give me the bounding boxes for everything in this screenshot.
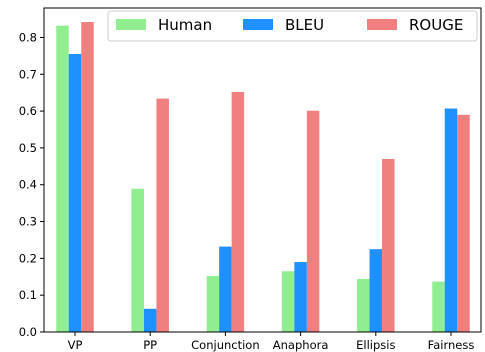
bar-human-vp	[56, 25, 69, 332]
bar-bleu-pp	[143, 308, 157, 332]
bar-human-pp	[131, 188, 144, 332]
x-tick-label: Anaphora	[273, 338, 329, 352]
x-axis: VP PP Conjunction Anaphora Ellipsis Fairness	[68, 332, 475, 352]
y-tick-label: 0.4	[19, 178, 37, 192]
legend-label-rouge: ROUGE	[409, 16, 463, 34]
y-tick-label: 0.1	[19, 288, 37, 302]
bars-group	[56, 21, 470, 333]
y-tick-label: 0.5	[19, 141, 37, 155]
bar-rouge-fairness	[457, 114, 470, 332]
bar-human-ellipsis	[357, 278, 370, 332]
bar-bleu-vp	[68, 54, 82, 332]
x-tick-label: PP	[143, 338, 157, 352]
legend-swatch-rouge	[367, 19, 397, 30]
bar-human-fairness	[432, 281, 445, 332]
bar-human-conjunction	[206, 276, 220, 332]
legend-box	[107, 10, 478, 42]
x-tick-label: Ellipsis	[356, 338, 395, 352]
x-tick-label: Fairness	[428, 338, 475, 352]
bar-human-anaphora	[281, 271, 295, 332]
x-tick-label: VP	[68, 338, 83, 352]
y-tick-label: 0.7	[19, 67, 37, 81]
y-tick-label: 0.2	[19, 251, 37, 265]
bar-bleu-fairness	[444, 108, 458, 332]
bar-rouge-vp	[81, 21, 94, 333]
bar-rouge-ellipsis	[382, 158, 395, 332]
bar-rouge-pp	[156, 98, 169, 332]
bar-bleu-ellipsis	[369, 249, 383, 332]
plot-background	[44, 8, 481, 332]
legend-label-human: Human	[158, 16, 212, 34]
y-tick-label: 0.0	[19, 325, 37, 339]
legend: Human BLEU ROUGE	[107, 10, 478, 42]
bar-rouge-anaphora	[306, 110, 320, 333]
legend-label-bleu: BLEU	[285, 16, 324, 34]
bar-bleu-conjunction	[219, 246, 232, 332]
legend-swatch-bleu	[243, 19, 273, 30]
x-tick-label: Conjunction	[191, 338, 259, 352]
y-tick-label: 0.8	[19, 30, 37, 44]
y-tick-label: 0.6	[19, 104, 37, 118]
bar-bleu-anaphora	[294, 262, 307, 332]
y-tick-label: 0.3	[19, 215, 37, 229]
plot-frame	[43, 7, 482, 333]
bar-rouge-conjunction	[231, 91, 245, 332]
y-axis: 0.0 0.1 0.2 0.3 0.4 0.5 0.6 0.7 0.8	[19, 30, 44, 339]
legend-swatch-human	[116, 19, 146, 30]
